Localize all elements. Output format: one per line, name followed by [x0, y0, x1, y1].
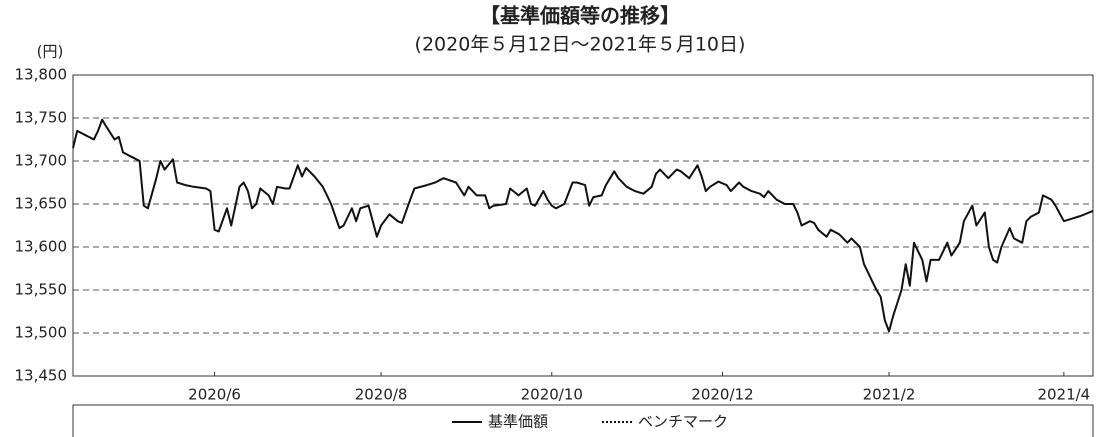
- x-tick-label: 2020/12: [691, 386, 753, 404]
- x-tick-label: 2020/10: [521, 386, 583, 404]
- chart-title: 【基準価額等の推移】: [480, 4, 680, 28]
- y-tick-label: 13,450: [15, 367, 68, 385]
- x-tick-label: 2021/4: [1037, 386, 1090, 404]
- y-tick-label: 13,750: [15, 109, 68, 127]
- y-tick-label: 13,800: [15, 66, 68, 84]
- legend-label: 基準価額: [488, 413, 548, 431]
- price-line: [72, 118, 1094, 333]
- y-tick-label: 13,650: [15, 195, 68, 213]
- y-tick-label: 13,700: [15, 152, 68, 170]
- plot-frame: [72, 74, 1094, 377]
- x-tick-label: 2020/6: [188, 386, 241, 404]
- y-tick-label: 13,550: [15, 281, 68, 299]
- y-tick-label: 13,600: [15, 238, 68, 256]
- y-tick-label: 13,500: [15, 324, 68, 342]
- legend-box: [72, 404, 1094, 437]
- x-tick-label: 2021/2: [863, 386, 916, 404]
- x-tick-label: 2020/8: [355, 386, 408, 404]
- legend-label: ベンチマーク: [638, 413, 728, 431]
- y-unit: (円): [37, 43, 64, 61]
- chart-subtitle: (2020年５月12日～2021年５月10日): [415, 34, 746, 56]
